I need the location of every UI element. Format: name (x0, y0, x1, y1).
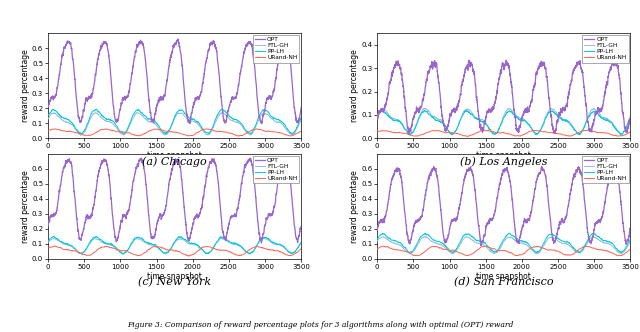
Y-axis label: reward percentage: reward percentage (21, 49, 30, 122)
Text: (d) San Francisco: (d) San Francisco (454, 277, 554, 288)
Text: (c) New York: (c) New York (138, 277, 211, 288)
Text: (b) Los Angeles: (b) Los Angeles (460, 156, 548, 167)
X-axis label: time snapshot: time snapshot (147, 151, 202, 160)
Legend: OPT, FTL-GH, PP-LH, URand-NH: OPT, FTL-GH, PP-LH, URand-NH (582, 156, 628, 183)
Text: Figure 3: Comparison of reward percentage plots for 3 algorithms along with opti: Figure 3: Comparison of reward percentag… (127, 321, 513, 329)
Text: (a) Chicago: (a) Chicago (142, 156, 207, 167)
Y-axis label: reward percentage: reward percentage (350, 49, 359, 122)
Legend: OPT, FTL-GH, PP-LH, URand-NH: OPT, FTL-GH, PP-LH, URand-NH (582, 35, 628, 62)
X-axis label: time snapshot: time snapshot (476, 272, 531, 281)
X-axis label: time snapshot: time snapshot (147, 272, 202, 281)
Y-axis label: reward percentage: reward percentage (21, 170, 30, 243)
Y-axis label: reward percentage: reward percentage (350, 170, 359, 243)
Legend: OPT, FTL-GH, PP-LH, URand-NH: OPT, FTL-GH, PP-LH, URand-NH (253, 156, 300, 183)
Legend: OPT, FTL-GH, PP-LH, URand-NH: OPT, FTL-GH, PP-LH, URand-NH (253, 35, 300, 62)
X-axis label: time snapshot: time snapshot (476, 151, 531, 160)
